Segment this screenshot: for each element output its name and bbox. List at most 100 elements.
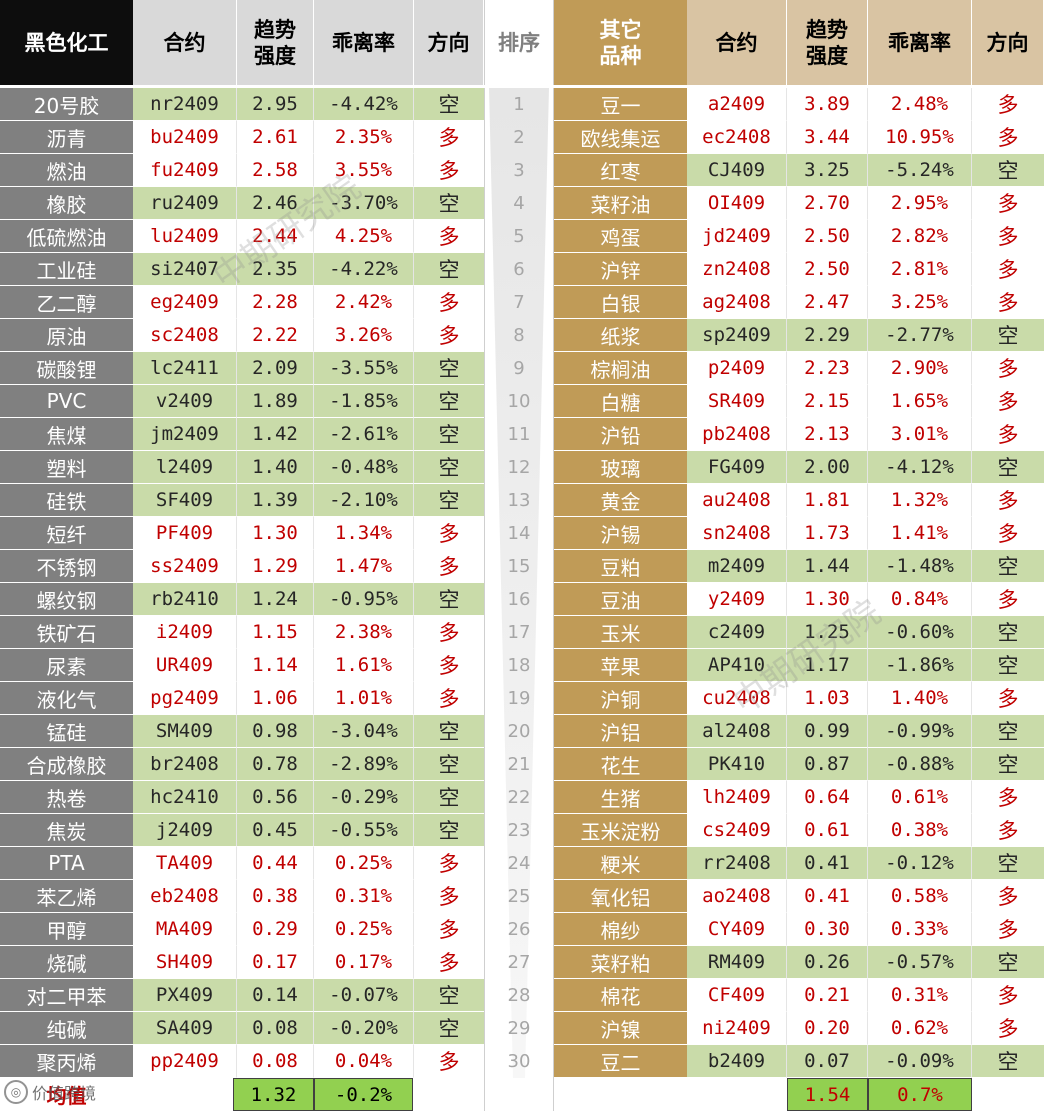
deviation-rate: -0.88% xyxy=(868,748,972,781)
table-row: 苯乙烯 eb2408 0.38 0.31% 多 xyxy=(0,880,484,913)
contract-code: bu2409 xyxy=(133,121,237,154)
contract-code: ni2409 xyxy=(687,1012,787,1045)
rank-number: 23 xyxy=(484,814,554,847)
table-row: 白糖 SR409 2.15 1.65% 多 xyxy=(554,385,1044,418)
deviation-rate: -0.29% xyxy=(314,781,414,814)
table-row: 烧碱 SH409 0.17 0.17% 多 xyxy=(0,946,484,979)
deviation-rate: 1.34% xyxy=(314,517,414,550)
trend-strength: 2.13 xyxy=(787,418,868,451)
direction: 多 xyxy=(972,187,1044,220)
commodity-name: 豆二 xyxy=(554,1045,687,1078)
direction: 多 xyxy=(414,220,484,253)
header-left-category-label: 黑色化工 xyxy=(24,30,109,55)
contract-code: pg2409 xyxy=(133,682,237,715)
table-row: 豆粕 m2409 1.44 -1.48% 空 xyxy=(554,550,1044,583)
trend-strength: 0.14 xyxy=(237,979,314,1012)
trend-strength: 0.98 xyxy=(237,715,314,748)
deviation-rate: 0.62% xyxy=(868,1012,972,1045)
commodity-name: 尿素 xyxy=(0,649,133,682)
contract-code: FG409 xyxy=(687,451,787,484)
contract-code: SF409 xyxy=(133,484,237,517)
trend-strength: 0.08 xyxy=(237,1045,314,1078)
trend-strength: 2.47 xyxy=(787,286,868,319)
deviation-rate: 0.33% xyxy=(868,913,972,946)
trend-strength: 1.42 xyxy=(237,418,314,451)
contract-code: b2409 xyxy=(687,1045,787,1078)
commodity-name: 粳米 xyxy=(554,847,687,880)
rank-number: 25 xyxy=(484,880,554,913)
commodity-name: PTA xyxy=(0,847,133,880)
rank-number: 30 xyxy=(484,1045,554,1078)
deviation-rate: -2.89% xyxy=(314,748,414,781)
direction: 多 xyxy=(972,1012,1044,1045)
contract-code: pp2409 xyxy=(133,1045,237,1078)
deviation-rate: -0.48% xyxy=(314,451,414,484)
commodity-name: PVC xyxy=(0,385,133,418)
commodity-name: 20号胶 xyxy=(0,88,133,121)
commodity-name: 硅铁 xyxy=(0,484,133,517)
header-contract-label: 合约 xyxy=(163,30,206,55)
trend-strength: 0.78 xyxy=(237,748,314,781)
commodity-name: 沪锌 xyxy=(554,253,687,286)
header-rank: 排序 xyxy=(484,0,554,85)
commodity-name: 沪镍 xyxy=(554,1012,687,1045)
deviation-rate: -0.12% xyxy=(868,847,972,880)
trend-strength: 3.25 xyxy=(787,154,868,187)
trend-strength: 3.89 xyxy=(787,88,868,121)
commodity-name: 豆一 xyxy=(554,88,687,121)
trend-strength: 3.44 xyxy=(787,121,868,154)
contract-code: PF409 xyxy=(133,517,237,550)
commodity-name: 塑料 xyxy=(0,451,133,484)
direction: 多 xyxy=(414,1045,484,1078)
trend-strength: 1.81 xyxy=(787,484,868,517)
trend-strength: 1.30 xyxy=(787,583,868,616)
trend-strength: 0.38 xyxy=(237,880,314,913)
commodity-name: 短纤 xyxy=(0,517,133,550)
commodity-name: 对二甲苯 xyxy=(0,979,133,1012)
direction: 多 xyxy=(972,682,1044,715)
trend-strength: 2.09 xyxy=(237,352,314,385)
table-row: 沪铅 pb2408 2.13 3.01% 多 xyxy=(554,418,1044,451)
header-contract-right: 合约 xyxy=(687,0,787,85)
trend-strength: 1.24 xyxy=(237,583,314,616)
trend-strength: 2.50 xyxy=(787,253,868,286)
commodity-name: 玉米淀粉 xyxy=(554,814,687,847)
table-row: 碳酸锂 lc2411 2.09 -3.55% 空 xyxy=(0,352,484,385)
trend-strength: 2.58 xyxy=(237,154,314,187)
deviation-rate: -2.77% xyxy=(868,319,972,352)
trend-strength: 1.25 xyxy=(787,616,868,649)
deviation-rate: 2.35% xyxy=(314,121,414,154)
commodity-name: 聚丙烯 xyxy=(0,1045,133,1078)
direction: 多 xyxy=(972,583,1044,616)
direction: 多 xyxy=(414,550,484,583)
commodity-name: 玉米 xyxy=(554,616,687,649)
commodity-name: 沪铜 xyxy=(554,682,687,715)
table-row: 短纤 PF409 1.30 1.34% 多 xyxy=(0,517,484,550)
contract-code: nr2409 xyxy=(133,88,237,121)
commodity-name: 红枣 xyxy=(554,154,687,187)
contract-code: sc2408 xyxy=(133,319,237,352)
deviation-rate: 0.84% xyxy=(868,583,972,616)
direction: 空 xyxy=(972,748,1044,781)
table-row: 硅铁 SF409 1.39 -2.10% 空 xyxy=(0,484,484,517)
header-direction-label: 方向 xyxy=(427,30,470,55)
deviation-rate: 2.42% xyxy=(314,286,414,319)
direction: 空 xyxy=(414,583,484,616)
trend-strength: 1.30 xyxy=(237,517,314,550)
contract-code: cs2409 xyxy=(687,814,787,847)
contract-code: eb2408 xyxy=(133,880,237,913)
table-row: 棉纱 CY409 0.30 0.33% 多 xyxy=(554,913,1044,946)
contract-code: l2409 xyxy=(133,451,237,484)
table-row: 锰硅 SM409 0.98 -3.04% 空 xyxy=(0,715,484,748)
rank-number: 3 xyxy=(484,154,554,187)
deviation-rate: -0.60% xyxy=(868,616,972,649)
trend-strength: 2.00 xyxy=(787,451,868,484)
table-row: 沥青 bu2409 2.61 2.35% 多 xyxy=(0,121,484,154)
table-row: 粳米 rr2408 0.41 -0.12% 空 xyxy=(554,847,1044,880)
contract-code: rr2408 xyxy=(687,847,787,880)
contract-code: lu2409 xyxy=(133,220,237,253)
deviation-rate: 1.61% xyxy=(314,649,414,682)
commodity-name: 棉纱 xyxy=(554,913,687,946)
contract-code: lc2411 xyxy=(133,352,237,385)
